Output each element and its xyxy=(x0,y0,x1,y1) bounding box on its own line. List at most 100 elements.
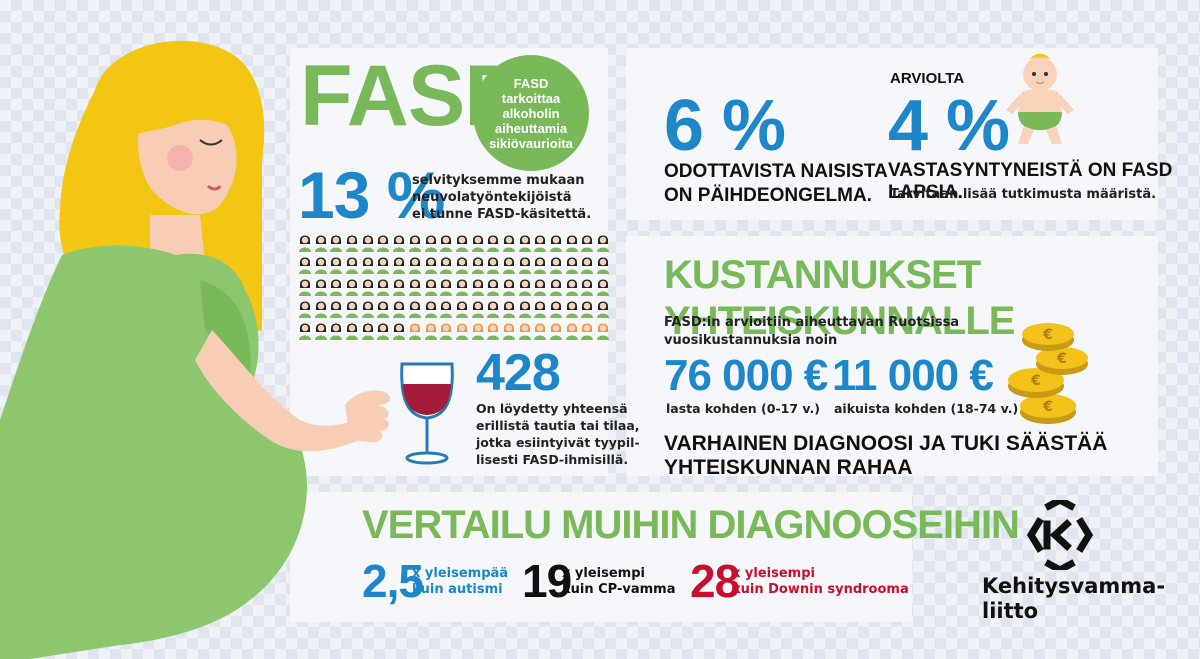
person-icon xyxy=(455,279,468,296)
person-icon xyxy=(597,257,610,274)
person-icon xyxy=(455,235,468,252)
stat-4-headline: VASTASYNTYNEISTÄ ON FASD LAPSIA. xyxy=(888,160,1173,203)
person-icon xyxy=(408,301,421,318)
stat-4-value: 4 % xyxy=(888,86,1010,166)
person-icon xyxy=(518,301,531,318)
comparison-panel xyxy=(290,492,912,622)
person-icon xyxy=(424,279,437,296)
person-icon xyxy=(330,301,343,318)
costs-footer: VARHAINEN DIAGNOOSI JA TUKI SÄÄSTÄÄ YHTE… xyxy=(664,432,1108,479)
person-icon xyxy=(393,257,406,274)
pregnant-woman-illustration xyxy=(0,40,391,659)
person-icon xyxy=(314,323,327,340)
costs-intro: FASD:in arvioitiin aiheuttavan Ruotsissa… xyxy=(664,315,960,348)
person-icon xyxy=(330,235,343,252)
person-icon xyxy=(502,279,515,296)
person-icon xyxy=(565,301,578,318)
person-icon xyxy=(487,279,500,296)
person-icon xyxy=(424,257,437,274)
person-icon xyxy=(565,235,578,252)
comparison-cp-value: 19 xyxy=(522,555,572,607)
person-icon xyxy=(424,301,437,318)
person-icon xyxy=(314,301,327,318)
person-icon xyxy=(408,235,421,252)
person-icon xyxy=(393,301,406,318)
person-icon xyxy=(330,323,343,340)
person-icon xyxy=(346,235,359,252)
person-icon xyxy=(487,257,500,274)
person-icon xyxy=(377,279,390,296)
person-icon xyxy=(581,279,594,296)
person-icon xyxy=(581,301,594,318)
person-icon xyxy=(361,279,374,296)
person-icon xyxy=(534,257,547,274)
costs-title: KUSTANNUKSET YHTEISKUNNALLE xyxy=(664,253,1015,343)
person-icon xyxy=(534,301,547,318)
person-icon-highlighted xyxy=(518,323,531,340)
person-icon xyxy=(299,257,311,274)
cost-adult-value: 11 000 € xyxy=(832,351,994,400)
person-icon-highlighted xyxy=(408,323,421,340)
baby-icon xyxy=(1006,53,1074,144)
person-icon xyxy=(408,257,421,274)
person-icon xyxy=(346,279,359,296)
comparison-autism-text: x yleisempää kuin autismi xyxy=(412,566,509,597)
people-grid xyxy=(298,232,612,342)
person-icon xyxy=(550,235,562,252)
fasd-definition-text: FASD tarkoittaa alkoholin aiheuttamia si… xyxy=(489,75,573,151)
comparison-cp-text: x yleisempi kuin CP-vamma xyxy=(562,566,676,597)
stat-4-prefix: ARVIOLTA xyxy=(890,70,965,87)
person-icon-highlighted xyxy=(440,323,453,340)
person-icon xyxy=(534,279,547,296)
person-icon xyxy=(314,235,327,252)
person-icon xyxy=(440,301,453,318)
person-icon xyxy=(550,301,562,318)
stat-6-text: ODOTTAVISTA NAISISTA ON PÄIHDEONGELMA. xyxy=(664,161,888,206)
person-icon xyxy=(346,301,359,318)
person-icon xyxy=(471,301,484,318)
person-icon xyxy=(346,257,359,274)
person-icon xyxy=(299,279,311,296)
person-icon xyxy=(502,301,515,318)
stat-428-text: On löydetty yhteensä erillistä tautia ta… xyxy=(476,401,640,467)
wine-glass-icon xyxy=(400,362,454,465)
person-icon xyxy=(487,235,500,252)
stat-6-value: 6 % xyxy=(664,86,786,166)
person-icon-highlighted xyxy=(487,323,500,340)
person-icon xyxy=(565,257,578,274)
person-icon xyxy=(502,235,515,252)
person-icon xyxy=(440,257,453,274)
stat-13-value: 13 % xyxy=(298,158,445,232)
person-icon xyxy=(455,301,468,318)
person-icon xyxy=(502,257,515,274)
person-icon xyxy=(455,257,468,274)
cost-child-label: lasta kohden (0-17 v.) xyxy=(666,401,820,416)
person-icon xyxy=(377,257,390,274)
person-icon xyxy=(565,279,578,296)
kehitysvammaliitto-logo-icon xyxy=(1026,500,1094,570)
person-icon xyxy=(314,257,327,274)
person-icon xyxy=(597,235,610,252)
person-icon xyxy=(314,279,327,296)
person-icon xyxy=(597,301,610,318)
person-icon xyxy=(393,323,406,340)
person-icon xyxy=(330,279,343,296)
person-icon-highlighted xyxy=(424,323,437,340)
person-icon xyxy=(597,279,610,296)
stat-4-subtext: Tarvitaan lisää tutkimusta määristä. xyxy=(890,187,1157,202)
person-icon xyxy=(424,235,437,252)
person-icon-highlighted xyxy=(597,323,610,340)
person-icon xyxy=(518,257,531,274)
svg-text:€: € xyxy=(1042,327,1053,343)
svg-text:€: € xyxy=(1030,373,1041,389)
person-icon xyxy=(361,323,374,340)
person-icon xyxy=(346,323,359,340)
person-icon xyxy=(393,235,406,252)
euro-coins-icon: € € € € xyxy=(1008,323,1088,424)
person-icon xyxy=(534,235,547,252)
person-icon xyxy=(377,301,390,318)
stat-13-text: selvityksemme mukaan neuvolatyöntekijöis… xyxy=(412,173,592,222)
person-icon xyxy=(581,235,594,252)
person-icon-highlighted xyxy=(581,323,594,340)
person-icon xyxy=(377,323,390,340)
